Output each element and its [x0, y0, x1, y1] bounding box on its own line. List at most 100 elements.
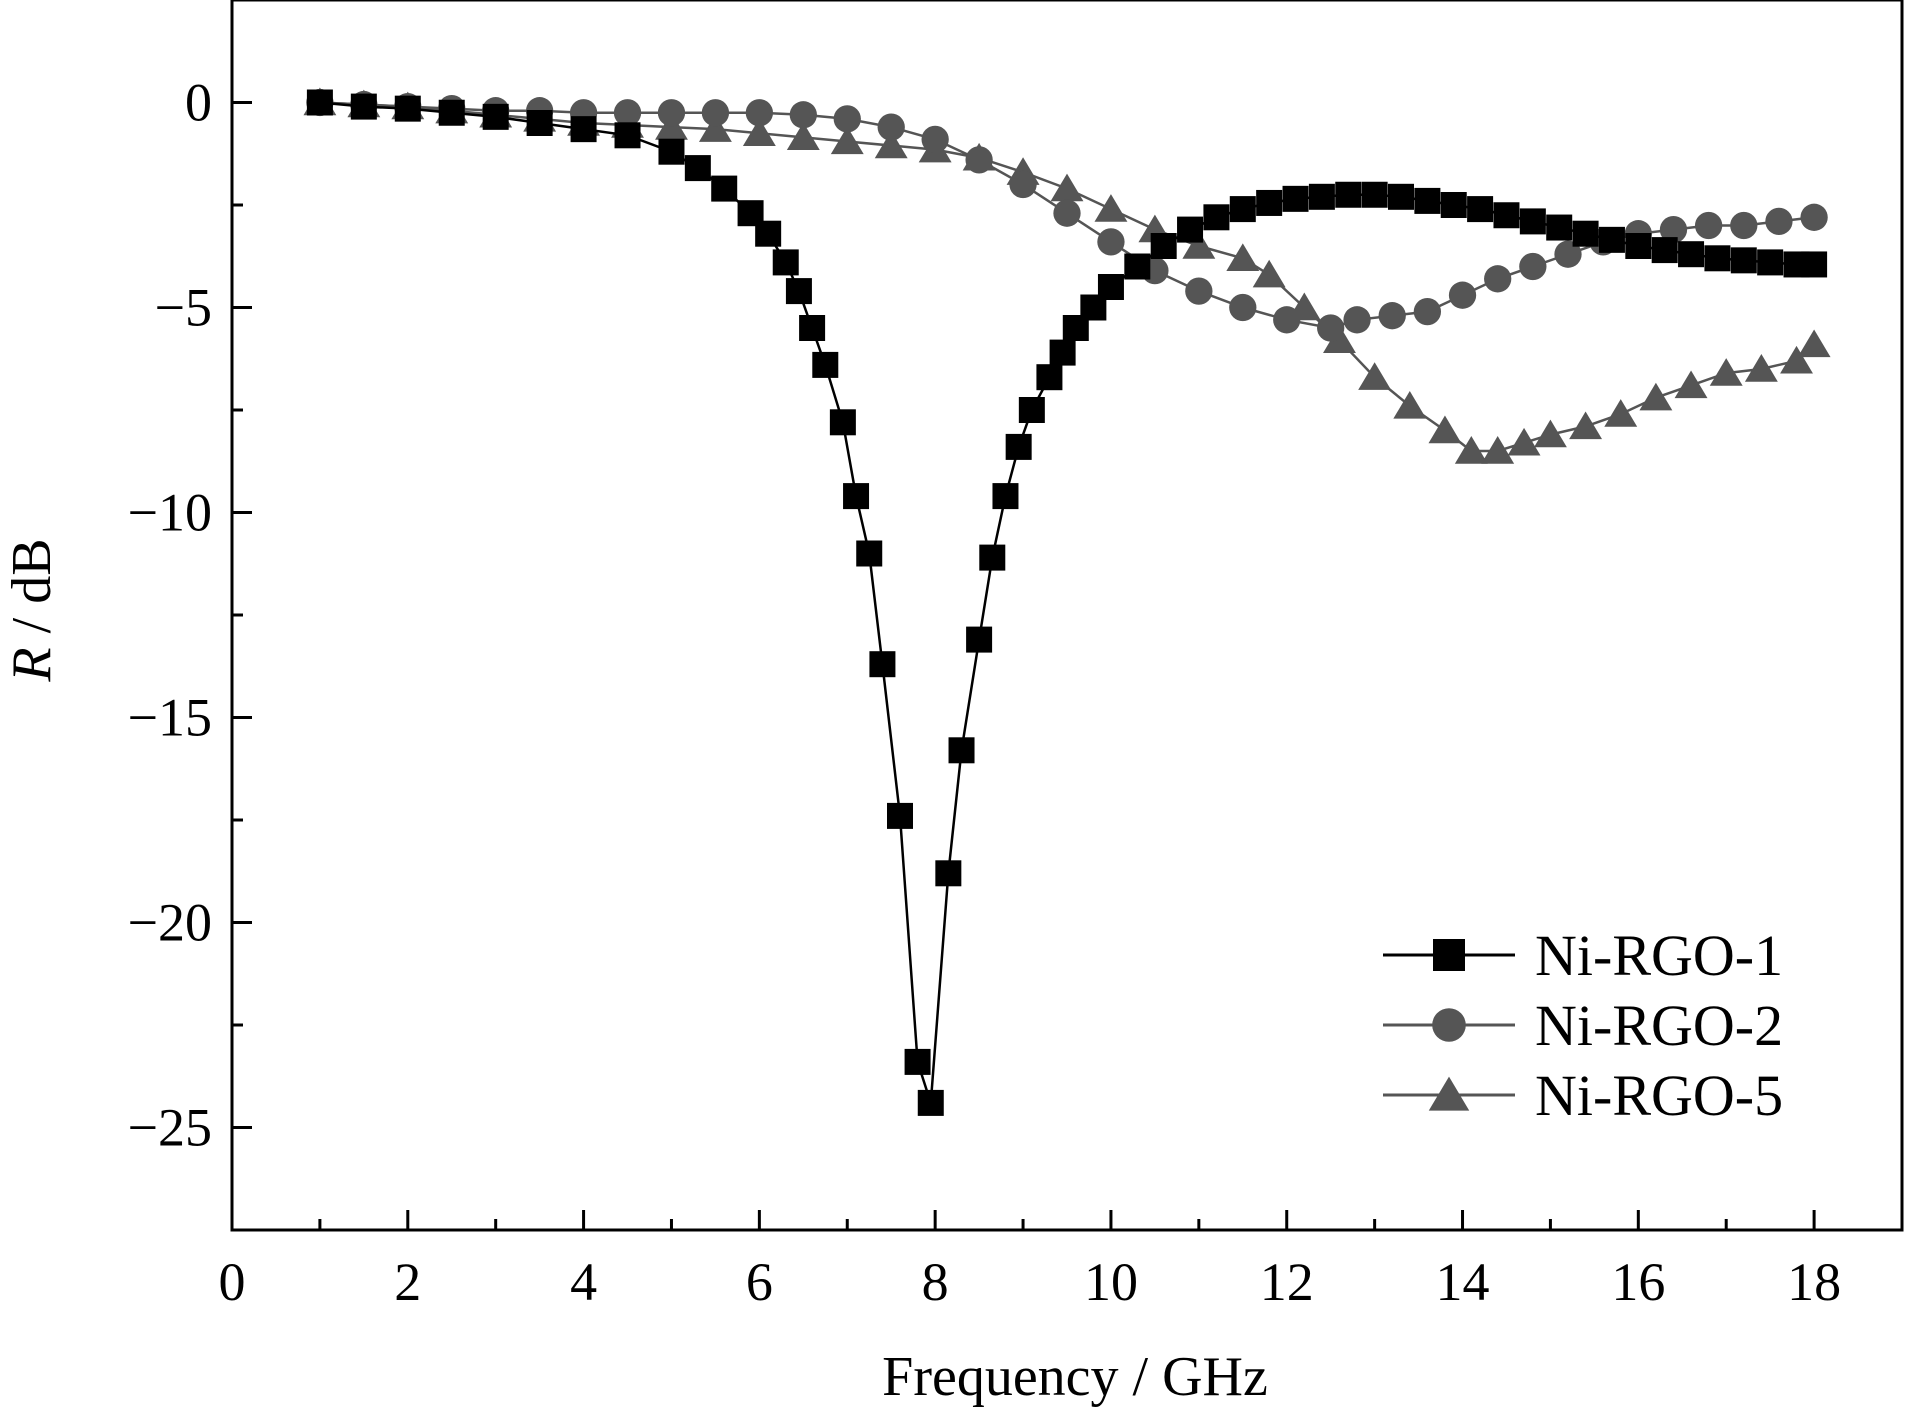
y-tick-label: −10 — [128, 483, 212, 543]
data-point — [829, 409, 856, 436]
data-point — [1433, 939, 1465, 971]
data-point — [1709, 358, 1743, 386]
data-point — [772, 249, 799, 276]
data-point — [1704, 245, 1731, 272]
data-point — [979, 544, 1006, 571]
data-point — [786, 122, 820, 151]
data-point — [1335, 181, 1362, 208]
y-tick-label: −25 — [128, 1098, 212, 1158]
data-point — [1009, 170, 1037, 199]
data-point — [698, 114, 732, 142]
data-point — [1388, 183, 1414, 210]
data-point — [1358, 362, 1392, 390]
data-point — [1757, 249, 1784, 276]
data-point — [1177, 216, 1204, 243]
data-point — [1252, 259, 1286, 288]
data-point — [1432, 1008, 1466, 1042]
data-point — [1519, 208, 1546, 235]
data-point — [1694, 211, 1723, 240]
data-point — [1308, 183, 1335, 210]
y-axis-title: R / dB — [1, 538, 63, 682]
x-tick-label: 10 — [1084, 1252, 1138, 1312]
y-tick-label: 0 — [185, 73, 212, 133]
legend: Ni-RGO-1Ni-RGO-2Ni-RGO-5 — [1383, 923, 1783, 1128]
data-point — [1256, 189, 1283, 216]
data-point — [350, 93, 377, 120]
data-point — [1493, 202, 1520, 229]
legend-item: Ni-RGO-1 — [1383, 923, 1783, 988]
data-point — [1361, 181, 1388, 208]
legend-label: Ni-RGO-5 — [1535, 1063, 1783, 1128]
y-axis-symbol: R — [1, 647, 63, 682]
data-point — [745, 99, 774, 127]
x-tick-label: 18 — [1787, 1252, 1841, 1312]
legend-item: Ni-RGO-2 — [1383, 993, 1783, 1058]
data-point — [1448, 281, 1477, 309]
data-point — [1481, 436, 1515, 464]
data-point — [1185, 277, 1213, 305]
data-point — [526, 110, 553, 136]
data-point — [614, 122, 641, 149]
data-point — [1229, 293, 1257, 322]
data-point — [877, 113, 905, 141]
data-point — [1780, 345, 1813, 374]
data-point — [1413, 297, 1442, 326]
data-point — [843, 483, 870, 510]
data-point — [948, 737, 975, 764]
data-point — [921, 125, 949, 154]
data-point — [1428, 1076, 1470, 1111]
data-point — [1049, 339, 1076, 366]
data-point — [1639, 382, 1673, 411]
data-point — [935, 860, 962, 887]
data-point — [1467, 196, 1494, 223]
data-point — [711, 175, 738, 202]
series-line — [319, 101, 1815, 453]
data-point — [1097, 274, 1124, 300]
data-point — [1124, 253, 1151, 280]
data-point — [1226, 243, 1260, 272]
data-point — [887, 802, 913, 829]
data-point — [812, 351, 839, 378]
data-point — [1625, 233, 1652, 259]
data-point — [1730, 247, 1757, 274]
y-axis-ticks: 0 −5 −10 −15 −20 −25 — [128, 0, 252, 1232]
data-point — [1533, 419, 1567, 448]
data-point — [785, 278, 812, 305]
data-point — [1393, 390, 1427, 419]
data-point — [1507, 427, 1541, 456]
data-point — [701, 99, 730, 127]
data-point — [1097, 228, 1125, 256]
data-point — [1651, 237, 1678, 264]
data-point — [394, 95, 421, 122]
x-tick-label: 6 — [746, 1252, 773, 1312]
x-tick-label: 4 — [570, 1252, 597, 1312]
data-point — [1018, 397, 1045, 423]
data-point — [1005, 433, 1032, 460]
legend-label: Ni-RGO-2 — [1535, 993, 1783, 1058]
data-point — [965, 146, 993, 174]
data-point — [966, 626, 993, 653]
x-tick-label: 16 — [1611, 1252, 1665, 1312]
data-point — [830, 126, 864, 155]
data-point — [1519, 252, 1547, 281]
data-point — [684, 155, 711, 182]
data-point — [1317, 314, 1345, 342]
series-Ni-RGO-5 — [303, 87, 1831, 464]
legend-item: Ni-RGO-5 — [1383, 1063, 1783, 1128]
data-point — [1343, 306, 1371, 334]
y-tick-label: −20 — [128, 893, 212, 953]
data-point — [1674, 370, 1708, 399]
data-point — [1378, 302, 1406, 330]
data-point — [1546, 214, 1573, 241]
data-point — [1323, 325, 1356, 354]
data-point — [1800, 203, 1828, 231]
data-point — [1053, 199, 1081, 227]
data-point — [1730, 211, 1758, 240]
data-point — [438, 99, 465, 126]
data-point — [1229, 196, 1256, 223]
data-point — [904, 1048, 931, 1075]
x-tick-label: 12 — [1260, 1252, 1314, 1312]
series-layer — [303, 87, 1831, 1116]
data-point — [1797, 329, 1831, 358]
